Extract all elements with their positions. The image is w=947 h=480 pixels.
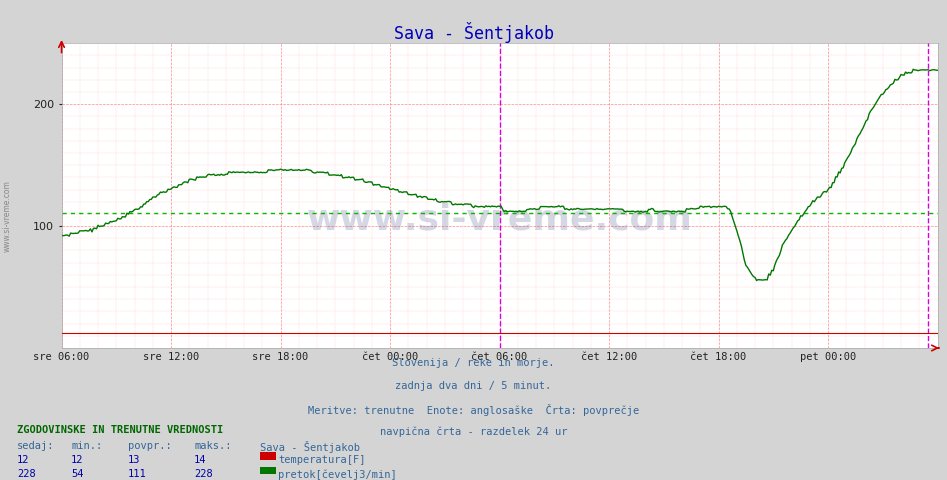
Text: Sava - Šentjakob: Sava - Šentjakob xyxy=(394,22,553,43)
Text: 228: 228 xyxy=(194,469,213,480)
Text: 12: 12 xyxy=(71,455,83,465)
Text: 228: 228 xyxy=(17,469,36,480)
Text: 12: 12 xyxy=(17,455,29,465)
Text: www.si-vreme.com: www.si-vreme.com xyxy=(307,203,692,237)
Text: 13: 13 xyxy=(128,455,140,465)
Text: navpična črta - razdelek 24 ur: navpična črta - razdelek 24 ur xyxy=(380,427,567,437)
Text: ZGODOVINSKE IN TRENUTNE VREDNOSTI: ZGODOVINSKE IN TRENUTNE VREDNOSTI xyxy=(17,425,223,435)
Text: 54: 54 xyxy=(71,469,83,480)
Text: sedaj:: sedaj: xyxy=(17,441,55,451)
Text: min.:: min.: xyxy=(71,441,102,451)
Text: www.si-vreme.com: www.si-vreme.com xyxy=(3,180,12,252)
Text: maks.:: maks.: xyxy=(194,441,232,451)
Text: Meritve: trenutne  Enote: anglosaške  Črta: povprečje: Meritve: trenutne Enote: anglosaške Črta… xyxy=(308,404,639,416)
Text: zadnja dva dni / 5 minut.: zadnja dva dni / 5 minut. xyxy=(396,381,551,391)
Text: temperatura[F]: temperatura[F] xyxy=(278,455,366,465)
Text: Sava - Šentjakob: Sava - Šentjakob xyxy=(260,441,361,453)
Text: pretok[čevelj3/min]: pretok[čevelj3/min] xyxy=(278,469,397,480)
Text: Slovenija / reke in morje.: Slovenija / reke in morje. xyxy=(392,358,555,368)
Text: 111: 111 xyxy=(128,469,147,480)
Text: 14: 14 xyxy=(194,455,206,465)
Text: povpr.:: povpr.: xyxy=(128,441,171,451)
